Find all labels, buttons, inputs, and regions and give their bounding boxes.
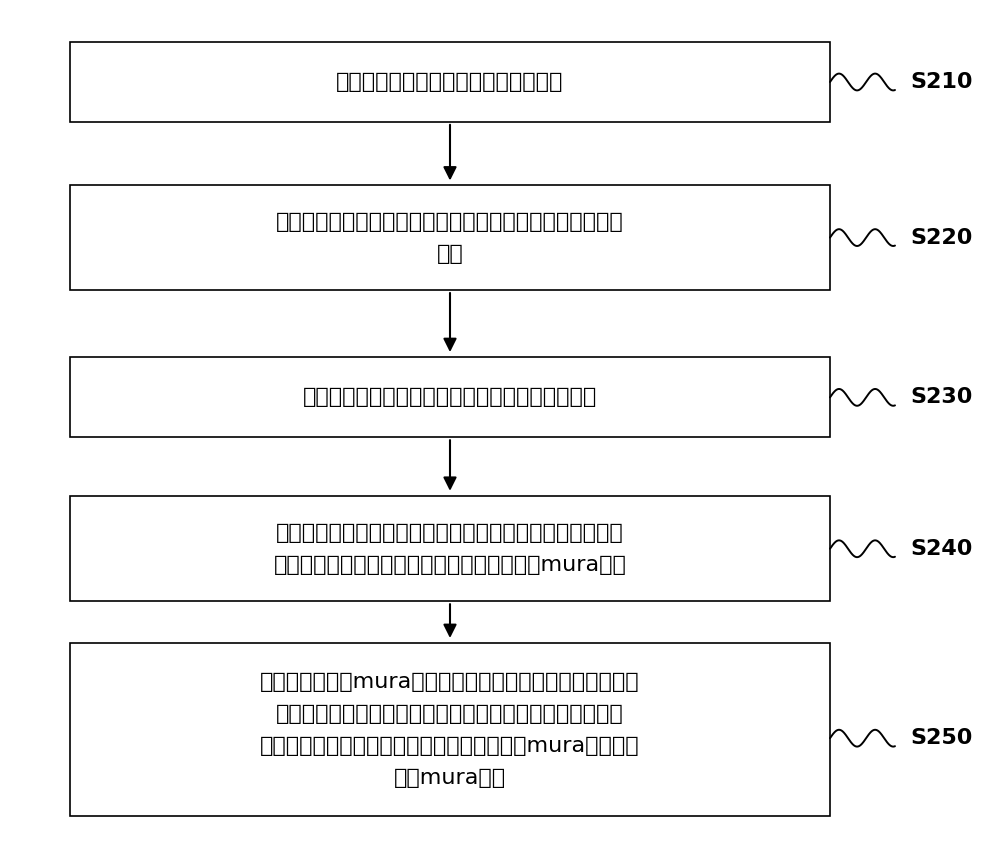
Text: 设置显示装置初始的调光转换亮度等级: 设置显示装置初始的调光转换亮度等级 (336, 72, 564, 92)
Text: 预设mura程度: 预设mura程度 (394, 768, 506, 787)
Text: 通过光学相机对显示装置的显示画面进行图像采集: 通过光学相机对显示装置的显示画面进行图像采集 (303, 388, 597, 407)
FancyBboxPatch shape (70, 185, 830, 290)
FancyBboxPatch shape (70, 496, 830, 601)
Text: 得最佳的调光转换亮度等级，显示装置在最佳的调光转换亮: 得最佳的调光转换亮度等级，显示装置在最佳的调光转换亮 (276, 704, 624, 723)
Text: 度等级和最高显示亮度等级之间的显示画面的mura程度满足: 度等级和最高显示亮度等级之间的显示画面的mura程度满足 (260, 736, 640, 755)
FancyBboxPatch shape (70, 42, 830, 122)
Text: 根据光学相机采集的图像数据，确定显示装置在调光转换亮: 根据光学相机采集的图像数据，确定显示装置在调光转换亮 (276, 523, 624, 542)
Text: 根据显示画面的mura程度对调光转换亮度等级进行调整以获: 根据显示画面的mura程度对调光转换亮度等级进行调整以获 (260, 672, 640, 691)
Text: S250: S250 (910, 728, 972, 748)
Text: 显示: 显示 (437, 244, 463, 263)
FancyBboxPatch shape (70, 357, 830, 437)
Text: S210: S210 (910, 72, 972, 92)
Text: S220: S220 (910, 228, 972, 247)
Text: S240: S240 (910, 539, 972, 558)
Text: 度等级和最高显示亮度等级之间的显示画面的mura程度: 度等级和最高显示亮度等级之间的显示画面的mura程度 (274, 555, 626, 574)
Text: S230: S230 (910, 388, 972, 407)
Text: 控制显示装置以调光转换亮度等级至最高显示亮度等级进行: 控制显示装置以调光转换亮度等级至最高显示亮度等级进行 (276, 212, 624, 231)
FancyBboxPatch shape (70, 643, 830, 816)
